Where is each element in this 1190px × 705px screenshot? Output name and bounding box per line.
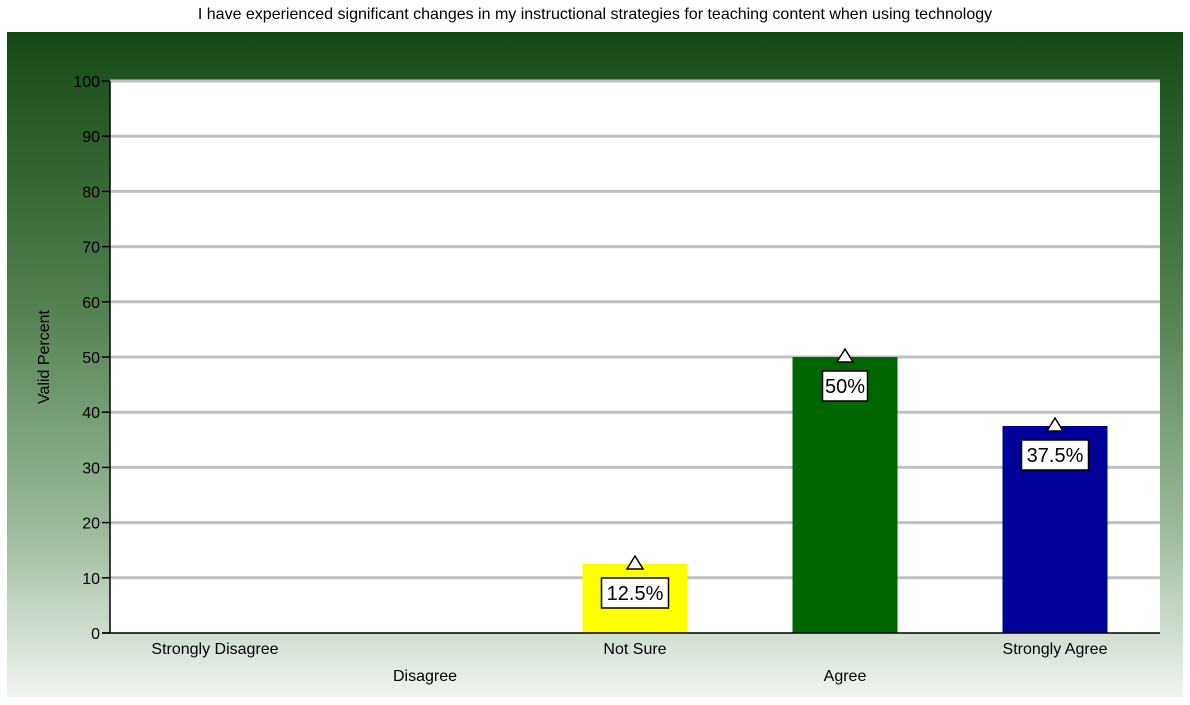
data-label-box [600, 577, 670, 609]
x-tick-label: Disagree [393, 668, 457, 685]
y-tick-label: 60 [82, 295, 100, 312]
data-label-box [1020, 439, 1090, 471]
y-tick-label: 40 [82, 405, 100, 422]
y-tick-label: 100 [73, 74, 100, 91]
data-label: 50% [825, 376, 865, 398]
y-tick-label: 80 [82, 184, 100, 201]
x-tick-label: Not Sure [603, 641, 666, 658]
y-tick-label: 20 [82, 516, 100, 533]
bar [792, 357, 898, 633]
x-tick-label: Agree [824, 668, 867, 685]
x-tick-label: Strongly Disagree [151, 641, 278, 658]
y-tick-label: 10 [82, 571, 100, 588]
y-tick-label: 50 [82, 350, 100, 367]
y-tick-label: 70 [82, 240, 100, 257]
data-marker [625, 554, 645, 570]
data-marker [1045, 416, 1065, 432]
y-tick-label: 30 [82, 460, 100, 477]
y-tick-label: 90 [82, 129, 100, 146]
y-axis-label: Valid Percent [36, 309, 53, 404]
data-label: 37.5% [1027, 445, 1084, 467]
chart-title: I have experienced significant changes i… [197, 6, 993, 23]
data-label: 12.5% [607, 583, 664, 605]
data-label-box [821, 370, 869, 402]
data-marker [835, 347, 855, 363]
y-tick-label: 0 [91, 626, 100, 643]
x-tick-label: Strongly Agree [1003, 641, 1108, 658]
